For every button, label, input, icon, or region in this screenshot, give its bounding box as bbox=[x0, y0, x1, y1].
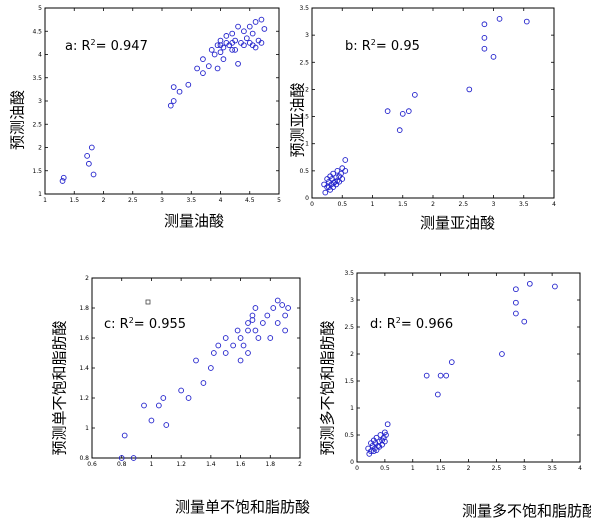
y-tick-label-c: 0.8 bbox=[79, 455, 89, 462]
x-tick-label-d: 3.5 bbox=[547, 465, 557, 472]
x-tick-label-d: 1 bbox=[411, 465, 415, 472]
x-axis-label-c: 测量单不饱和脂肪酸 bbox=[175, 498, 310, 516]
x-tick-label-b: 1 bbox=[371, 201, 375, 208]
x-tick-label-c: 1.2 bbox=[176, 461, 186, 468]
r-squared-annotation-c: c: R2= 0.955 bbox=[104, 316, 186, 332]
y-tick-label-b: 3.5 bbox=[299, 5, 309, 12]
x-tick-label-c: 1.8 bbox=[266, 461, 276, 468]
x-tick-label-d: 0.5 bbox=[380, 465, 390, 472]
y-tick-label-d: 3 bbox=[350, 297, 354, 304]
x-tick-label-a: 1.5 bbox=[69, 197, 79, 204]
y-tick-label-a: 4.5 bbox=[32, 28, 42, 35]
x-tick-label-a: 4 bbox=[219, 197, 223, 204]
x-tick-label-c: 1 bbox=[150, 461, 154, 468]
y-tick-label-a: 5 bbox=[38, 5, 42, 12]
y-tick-label-d: 3.5 bbox=[344, 270, 354, 277]
y-tick-label-a: 2 bbox=[38, 145, 42, 152]
x-tick-label-b: 4 bbox=[552, 201, 556, 208]
x-tick-label-d: 1.5 bbox=[436, 465, 446, 472]
x-tick-label-d: 0 bbox=[355, 465, 359, 472]
y-axis-label-c: 预测单不饱和脂肪酸 bbox=[51, 320, 69, 455]
x-tick-label-b: 0.5 bbox=[337, 201, 347, 208]
x-tick-label-a: 5 bbox=[277, 197, 281, 204]
y-tick-label-b: 0 bbox=[305, 195, 309, 202]
x-axis-label-a: 测量油酸 bbox=[164, 212, 224, 230]
x-tick-label-a: 2.5 bbox=[128, 197, 138, 204]
plot-frame-b bbox=[312, 8, 554, 198]
x-tick-label-c: 1.6 bbox=[236, 461, 246, 468]
plot-frame-a bbox=[45, 8, 279, 194]
y-tick-label-a: 3.5 bbox=[32, 75, 42, 82]
plot-frame-c bbox=[92, 278, 300, 458]
y-tick-label-d: 1.5 bbox=[344, 378, 354, 385]
x-tick-label-b: 2 bbox=[431, 201, 435, 208]
y-tick-label-c: 1.2 bbox=[79, 395, 89, 402]
y-tick-label-d: 0.5 bbox=[344, 432, 354, 439]
y-tick-label-c: 2 bbox=[85, 275, 89, 282]
x-tick-label-d: 2.5 bbox=[492, 465, 502, 472]
y-tick-label-a: 1.5 bbox=[32, 168, 42, 175]
x-tick-label-d: 4 bbox=[578, 465, 582, 472]
y-axis-label-a: 预测油酸 bbox=[9, 90, 27, 150]
y-tick-label-c: 1 bbox=[85, 425, 89, 432]
y-tick-label-c: 1.6 bbox=[79, 335, 89, 342]
x-tick-label-b: 1.5 bbox=[398, 201, 408, 208]
x-axis-label-d: 测量多不饱和脂肪酸 bbox=[462, 502, 591, 520]
y-tick-label-a: 4 bbox=[38, 52, 42, 59]
x-tick-label-a: 2 bbox=[102, 197, 106, 204]
x-tick-label-a: 3.5 bbox=[186, 197, 196, 204]
x-tick-label-b: 3.5 bbox=[519, 201, 529, 208]
r-squared-annotation-b: b: R2= 0.95 bbox=[345, 38, 420, 54]
x-tick-label-c: 1.4 bbox=[206, 461, 216, 468]
y-axis-label-b: 预测亚油酸 bbox=[289, 82, 307, 157]
x-axis-label-b: 测量亚油酸 bbox=[420, 214, 495, 232]
y-tick-label-d: 2 bbox=[350, 351, 354, 358]
x-tick-label-a: 3 bbox=[160, 197, 164, 204]
x-tick-label-c: 0.6 bbox=[87, 461, 97, 468]
x-tick-label-b: 2.5 bbox=[458, 201, 468, 208]
x-tick-label-a: 1 bbox=[43, 197, 47, 204]
y-tick-label-a: 1 bbox=[38, 191, 42, 198]
r-squared-annotation-d: d: R2= 0.966 bbox=[370, 316, 453, 332]
x-tick-label-c: 0.8 bbox=[117, 461, 127, 468]
x-tick-label-b: 0 bbox=[310, 201, 314, 208]
x-tick-label-a: 4.5 bbox=[245, 197, 255, 204]
plot-frame-d bbox=[357, 273, 580, 462]
scatter-panel-a: 1 1.5 2 2.5 3 3.5 4 4.5 5 1 1.5 2 2.5 3 3.5 4 4.5 5 a: R2=… bbox=[9, 5, 282, 230]
x-tick-label-b: 3 bbox=[492, 201, 496, 208]
x-tick-label-d: 2 bbox=[467, 465, 471, 472]
x-tick-label-d: 3 bbox=[522, 465, 526, 472]
y-tick-label-c: 1.4 bbox=[79, 365, 89, 372]
y-tick-label-d: 2.5 bbox=[344, 324, 354, 331]
y-tick-label-d: 1 bbox=[350, 405, 354, 412]
y-tick-label-b: 3 bbox=[305, 32, 309, 39]
y-tick-label-b: 0.5 bbox=[299, 168, 309, 175]
y-tick-label-c: 1.8 bbox=[79, 305, 89, 312]
y-tick-label-d: 0 bbox=[350, 459, 354, 466]
x-tick-label-c: 2 bbox=[298, 461, 302, 468]
y-tick-label-b: 2.5 bbox=[299, 59, 309, 66]
y-axis-label-d: 预测多不饱和脂肪酸 bbox=[319, 320, 337, 455]
y-tick-label-a: 2.5 bbox=[32, 121, 42, 128]
y-tick-label-a: 3 bbox=[38, 98, 42, 105]
r-squared-annotation-a: a: R2= 0.947 bbox=[65, 38, 148, 54]
